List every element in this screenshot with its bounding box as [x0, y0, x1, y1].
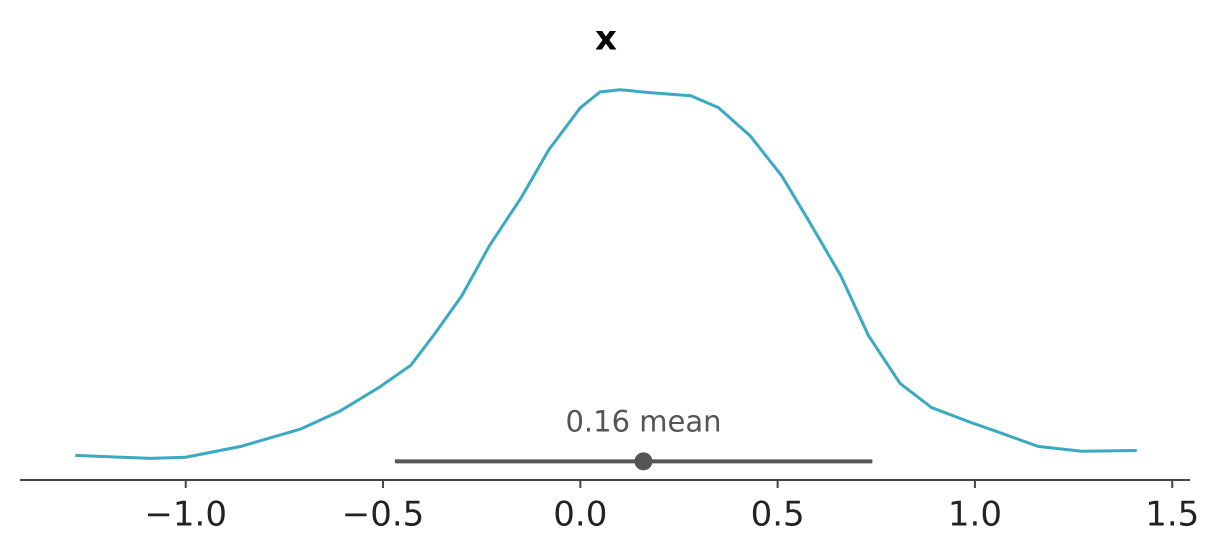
x-tick-label: −0.5: [342, 495, 425, 535]
mean-point: [634, 452, 653, 471]
chart-title: x: [595, 19, 617, 59]
x-tick-label: −1.0: [144, 495, 227, 535]
mean-label: 0.16 mean: [565, 404, 721, 438]
x-tick-label: 0.5: [751, 495, 805, 535]
x-tick-label: 1.0: [948, 495, 1002, 535]
density-line: [75, 88, 1137, 460]
x-tick-label: 0.0: [553, 495, 607, 535]
x-tick-label: 1.5: [1145, 495, 1199, 535]
